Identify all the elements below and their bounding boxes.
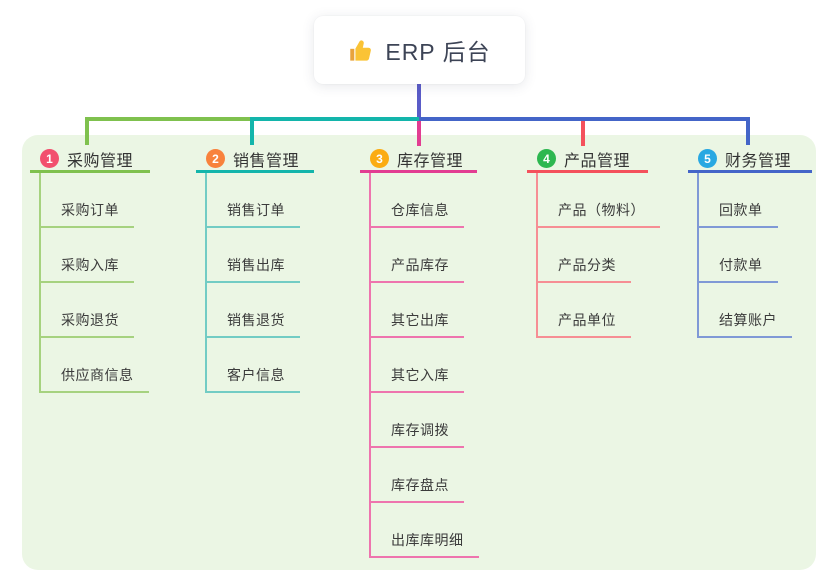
connector-drop-inventory <box>417 121 421 146</box>
child-node[interactable]: 付款单 <box>699 228 778 283</box>
branch-number-badge: 4 <box>537 149 556 168</box>
child-node[interactable]: 销售订单 <box>207 173 300 228</box>
connector-root-vertical <box>417 84 421 121</box>
branch-label: 财务管理 <box>725 152 792 170</box>
branch-sales-children: 销售订单 销售出库 销售退货 客户信息 <box>205 173 314 393</box>
child-node[interactable]: 库存盘点 <box>371 448 464 503</box>
branch-finance: 5 财务管理 回款单 付款单 结算账户 <box>688 147 812 338</box>
root-title: ERP 后台 <box>385 39 491 65</box>
branch-purchase-node[interactable]: 1 采购管理 <box>30 147 150 173</box>
branch-number-badge: 3 <box>370 149 389 168</box>
branch-number-badge: 5 <box>698 149 717 168</box>
child-node[interactable]: 采购入库 <box>41 228 134 283</box>
branch-product-node[interactable]: 4 产品管理 <box>527 147 648 173</box>
branch-product: 4 产品管理 产品（物料） 产品分类 产品单位 <box>527 147 660 338</box>
connector-drop-product <box>581 121 585 146</box>
connector-bus-right-blue <box>419 117 750 121</box>
child-node[interactable]: 供应商信息 <box>41 338 149 393</box>
child-node[interactable]: 其它出库 <box>371 283 464 338</box>
branch-finance-node[interactable]: 5 财务管理 <box>688 147 812 173</box>
child-node[interactable]: 产品（物料） <box>538 173 660 228</box>
connector-drop-purchase <box>85 117 89 145</box>
branch-number-badge: 1 <box>40 149 59 168</box>
branch-sales-node[interactable]: 2 销售管理 <box>196 147 314 173</box>
child-node[interactable]: 采购退货 <box>41 283 134 338</box>
child-node[interactable]: 销售退货 <box>207 283 300 338</box>
connector-bus-left-teal <box>250 117 421 121</box>
branch-label: 产品管理 <box>564 152 631 170</box>
branch-label: 销售管理 <box>233 152 300 170</box>
branch-group-panel <box>22 135 816 570</box>
branch-inventory-children: 仓库信息 产品库存 其它出库 其它入库 库存调拨 库存盘点 出库库明细 <box>369 173 479 558</box>
branch-purchase-children: 采购订单 采购入库 采购退货 供应商信息 <box>39 173 150 393</box>
branch-sales: 2 销售管理 销售订单 销售出库 销售退货 客户信息 <box>196 147 314 393</box>
child-node[interactable]: 结算账户 <box>699 283 792 338</box>
child-node[interactable]: 销售出库 <box>207 228 300 283</box>
thumbs-up-icon <box>348 37 375 64</box>
child-node[interactable]: 库存调拨 <box>371 393 464 448</box>
branch-label: 采购管理 <box>67 152 134 170</box>
child-node[interactable]: 回款单 <box>699 173 778 228</box>
branch-inventory: 3 库存管理 仓库信息 产品库存 其它出库 其它入库 库存调拨 库存盘点 出库库… <box>360 147 479 558</box>
root-node[interactable]: ERP 后台 <box>314 16 525 84</box>
branch-purchase: 1 采购管理 采购订单 采购入库 采购退货 供应商信息 <box>30 147 150 393</box>
branch-finance-children: 回款单 付款单 结算账户 <box>697 173 812 338</box>
child-node[interactable]: 产品分类 <box>538 228 631 283</box>
branch-product-children: 产品（物料） 产品分类 产品单位 <box>536 173 660 338</box>
branch-number-badge: 2 <box>206 149 225 168</box>
child-node[interactable]: 其它入库 <box>371 338 464 393</box>
child-node[interactable]: 产品库存 <box>371 228 464 283</box>
connector-drop-finance <box>746 117 750 145</box>
connector-drop-sales <box>250 117 254 145</box>
branch-label: 库存管理 <box>397 152 464 170</box>
child-node[interactable]: 采购订单 <box>41 173 134 228</box>
branch-inventory-node[interactable]: 3 库存管理 <box>360 147 477 173</box>
child-node[interactable]: 仓库信息 <box>371 173 464 228</box>
child-node[interactable]: 产品单位 <box>538 283 631 338</box>
child-node[interactable]: 客户信息 <box>207 338 300 393</box>
child-node[interactable]: 出库库明细 <box>371 503 479 558</box>
